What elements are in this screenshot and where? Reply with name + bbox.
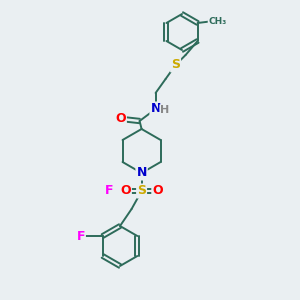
Text: F: F bbox=[76, 230, 85, 242]
Text: CH₃: CH₃ bbox=[208, 16, 227, 26]
Text: O: O bbox=[152, 184, 163, 197]
Text: S: S bbox=[171, 58, 180, 71]
Text: F: F bbox=[105, 184, 114, 197]
Text: N: N bbox=[150, 103, 161, 116]
Text: O: O bbox=[120, 184, 131, 197]
Text: O: O bbox=[115, 112, 126, 125]
Text: H: H bbox=[160, 105, 169, 115]
Text: N: N bbox=[136, 167, 147, 179]
Text: S: S bbox=[137, 184, 146, 197]
